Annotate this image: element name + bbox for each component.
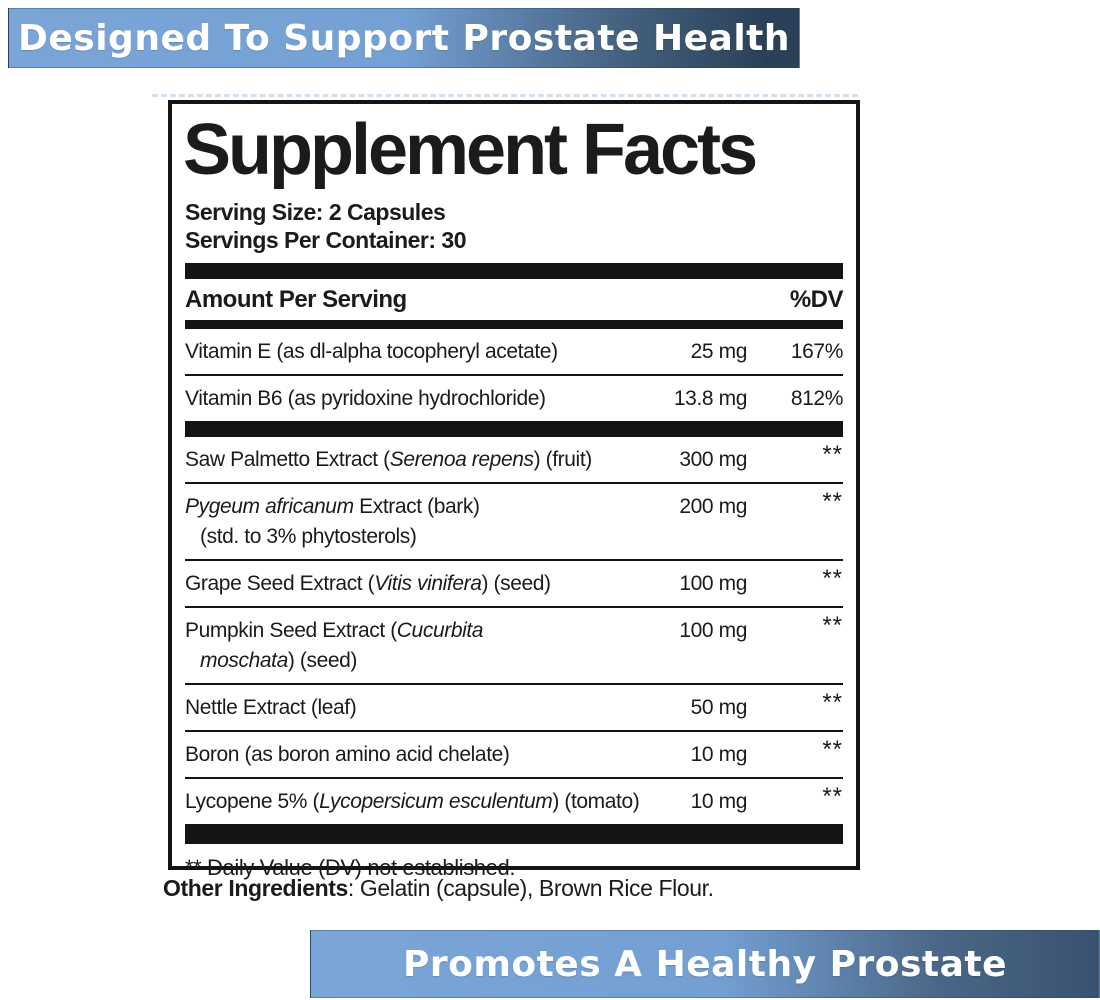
dv-value: ** — [822, 612, 843, 639]
ingredient-text: Pumpkin Seed Extract ( — [185, 619, 397, 642]
serving-size: Serving Size: 2 Capsules — [185, 199, 446, 225]
ingredient-text: Vitamin B6 (as pyridoxine hydrochloride) — [185, 387, 546, 410]
table-row: Boron (as boron amino acid chelate) 10 mg… — [185, 730, 843, 777]
separator-bar — [185, 824, 843, 844]
amount-value: 13.8 mg — [673, 387, 747, 410]
bottom-banner: Promotes A Healthy Prostate — [310, 930, 1100, 998]
ingredient-name: Lycopene 5% (Lycopersicum esculentum) (t… — [185, 787, 642, 817]
ingredient-text: Vitamin E (as dl-alpha tocopheryl acetat… — [185, 340, 558, 363]
amount-value: 10 mg — [690, 743, 748, 766]
ingredient-name: Saw Palmetto Extract (Serenoa repens) (f… — [185, 445, 642, 475]
ingredient-text: Saw Palmetto Extract ( — [185, 448, 390, 471]
dv-footnote: ** Daily Value (DV) not established. — [185, 855, 516, 880]
ingredient-text: ) (tomato) — [552, 790, 640, 813]
amount-value: 200 mg — [679, 495, 747, 518]
section-separator-bar — [185, 421, 843, 437]
amount-value: 10 mg — [690, 790, 748, 813]
separator-bar — [185, 263, 843, 279]
amount-value: 300 mg — [679, 448, 747, 471]
bottom-banner-text: Promotes A Healthy Prostate — [402, 943, 1008, 985]
servings-per-container: Servings Per Container: 30 — [185, 227, 467, 253]
ingredient-name: Grape Seed Extract (Vitis vinifera) (see… — [185, 569, 642, 599]
ingredient-text: ) (seed) — [287, 649, 358, 672]
latin-name: Lycopersicum esculentum — [319, 790, 553, 813]
ingredient-text: Lycopene 5% ( — [185, 790, 320, 813]
top-banner: Designed To Support Prostate Health — [8, 8, 800, 68]
table-row: Vitamin E (as dl-alpha tocopheryl acetat… — [185, 329, 843, 374]
supplement-facts-panel: Supplement Facts Serving Size: 2 Capsule… — [168, 100, 860, 880]
ingredient-name: Pygeum africanum Extract (bark) (std. to … — [185, 492, 642, 552]
ingredient-text: Boron (as boron amino acid chelate) — [185, 743, 510, 766]
ingredient-name: Nettle Extract (leaf) — [185, 693, 642, 723]
percent-dv-header: %DV — [789, 286, 844, 313]
ingredient-name: Boron (as boron amino acid chelate) — [185, 740, 642, 770]
dv-value: ** — [822, 689, 843, 716]
decorative-dashed-line — [152, 94, 858, 97]
other-ingredients-text: : Gelatin (capsule), Brown Rice Flour. — [347, 875, 714, 901]
amount-value: 100 mg — [679, 619, 747, 642]
latin-name: moschata — [200, 649, 288, 672]
dv-value: ** — [822, 783, 843, 810]
amount-value: 25 mg — [690, 340, 748, 363]
table-row: Vitamin B6 (as pyridoxine hydrochloride)… — [185, 374, 843, 421]
ingredient-text: (std. to 3% phytosterols) — [200, 525, 417, 548]
latin-name: Vitis vinifera — [374, 572, 482, 595]
latin-name: Serenoa repens — [389, 448, 534, 471]
dv-value: ** — [822, 736, 843, 763]
latin-name: Pygeum africanum — [185, 495, 354, 518]
top-banner-text: Designed To Support Prostate Health — [17, 17, 791, 59]
ingredient-table: Vitamin E (as dl-alpha tocopheryl acetat… — [185, 329, 843, 824]
latin-name: Cucurbita — [396, 619, 484, 642]
dv-value: ** — [822, 441, 843, 468]
ingredient-text: ) (seed) — [481, 572, 552, 595]
other-ingredients-label: Other Ingredients — [163, 875, 348, 901]
dv-value: 812% — [790, 387, 844, 410]
table-row: Lycopene 5% (Lycopersicum esculentum) (t… — [185, 777, 843, 824]
ingredient-text: Grape Seed Extract ( — [185, 572, 375, 595]
amount-per-serving-header: Amount Per Serving — [185, 286, 407, 313]
table-row: Pumpkin Seed Extract (Cucurbita moschata)… — [185, 606, 843, 683]
dv-value: ** — [822, 488, 843, 515]
table-row: Pygeum africanum Extract (bark) (std. to … — [185, 482, 843, 559]
ingredient-name: Vitamin B6 (as pyridoxine hydrochloride) — [185, 384, 642, 414]
ingredient-name: Pumpkin Seed Extract (Cucurbita moschata)… — [185, 616, 642, 676]
table-row: Grape Seed Extract (Vitis vinifera) (see… — [185, 559, 843, 606]
dv-value: 167% — [790, 340, 844, 363]
other-ingredients: Other Ingredients: Gelatin (capsule), Br… — [163, 875, 923, 902]
separator-bar — [185, 320, 843, 329]
panel-title: Supplement Facts — [183, 110, 758, 190]
table-header-row: Amount Per Serving %DV — [185, 279, 844, 320]
amount-value: 100 mg — [679, 572, 747, 595]
ingredient-text: Nettle Extract (leaf) — [185, 696, 357, 719]
table-row: Saw Palmetto Extract (Serenoa repens) (f… — [185, 437, 843, 482]
table-row: Nettle Extract (leaf) 50 mg ** — [185, 683, 843, 730]
ingredient-name: Vitamin E (as dl-alpha tocopheryl acetat… — [185, 337, 642, 367]
ingredient-text: Extract (bark) — [353, 495, 480, 518]
dv-value: ** — [822, 565, 843, 592]
ingredient-text: ) (fruit) — [533, 448, 593, 471]
amount-value: 50 mg — [690, 696, 748, 719]
